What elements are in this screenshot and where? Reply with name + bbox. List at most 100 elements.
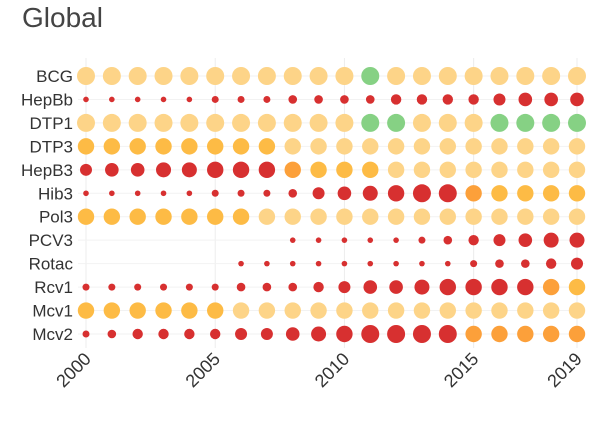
bubble-HepB3-2018 bbox=[542, 161, 560, 179]
bubble-Mcv2-2007 bbox=[260, 328, 273, 340]
bubble-Hib3-2014 bbox=[438, 184, 457, 203]
bubble-HepBb-2019 bbox=[570, 92, 584, 107]
bubble-Hib3-2000 bbox=[83, 190, 89, 197]
bubble-HepBb-2005 bbox=[211, 95, 219, 103]
bubble-Mcv1-2003 bbox=[155, 302, 172, 319]
bubble-DTP1-2010 bbox=[335, 113, 354, 132]
x-tick-label-2005: 2005 bbox=[182, 349, 224, 391]
bubble-DTP1-2003 bbox=[154, 113, 173, 132]
bubble-DTP3-2002 bbox=[129, 138, 146, 155]
bubble-Rcv1-2016 bbox=[491, 278, 508, 296]
bubble-DTP3-2005 bbox=[207, 138, 224, 155]
bubble-PCV3-2017 bbox=[518, 233, 533, 247]
bubble-Rotac-2012 bbox=[393, 260, 399, 267]
bubble-HepBb-2012 bbox=[390, 94, 402, 105]
bubble-Pol3-2001 bbox=[103, 208, 121, 225]
bubble-HepB3-2005 bbox=[207, 161, 224, 179]
bubble-HepB3-2019 bbox=[568, 161, 586, 179]
bubble-Rcv1-2007 bbox=[262, 282, 272, 292]
bubble-Mcv1-2004 bbox=[181, 302, 198, 319]
bubble-PCV3-2016 bbox=[493, 234, 506, 247]
bubble-DTP1-2006 bbox=[232, 113, 251, 132]
bubble-Rotac-2010 bbox=[341, 260, 348, 267]
bubble-Hib3-2013 bbox=[412, 184, 431, 203]
bubble-Hib3-2016 bbox=[491, 185, 508, 202]
bubble-Pol3-2008 bbox=[284, 208, 301, 225]
bubble-Rotac-2013 bbox=[419, 260, 425, 267]
bubble-Mcv2-2017 bbox=[517, 325, 534, 343]
bubble-Mcv2-2003 bbox=[158, 328, 169, 340]
y-tick-label-Mcv1: Mcv1 bbox=[32, 302, 73, 321]
bubble-BCG-2014 bbox=[438, 67, 457, 85]
bubble-Rcv1-2008 bbox=[288, 282, 298, 292]
bubble-Mcv1-2001 bbox=[103, 302, 121, 319]
bubble-DTP1-2009 bbox=[309, 113, 328, 132]
bubble-Mcv1-2005 bbox=[207, 302, 224, 319]
bubble-BCG-2017 bbox=[516, 67, 535, 85]
bubble-Mcv1-2008 bbox=[284, 302, 301, 319]
bubble-Mcv1-2012 bbox=[387, 302, 405, 319]
bubble-DTP3-2001 bbox=[103, 138, 121, 155]
bubble-Mcv1-2007 bbox=[258, 302, 276, 319]
bubble-PCV3-2011 bbox=[367, 237, 374, 243]
bubble-DTP1-2002 bbox=[128, 113, 147, 132]
bubble-Mcv2-2004 bbox=[184, 328, 195, 340]
bubble-DTP1-2005 bbox=[206, 113, 225, 132]
bubble-BCG-2016 bbox=[490, 67, 509, 85]
bubble-Rcv1-2009 bbox=[313, 281, 324, 293]
bubble-HepBb-2014 bbox=[442, 94, 453, 105]
bubble-Rotac-2019 bbox=[571, 257, 583, 270]
bubble-Pol3-2019 bbox=[568, 208, 586, 225]
x-tick-label-2000: 2000 bbox=[52, 349, 94, 391]
bubble-Hib3-2005 bbox=[211, 189, 219, 197]
bubble-Mcv2-2001 bbox=[107, 329, 117, 339]
bubble-PCV3-2015 bbox=[468, 234, 479, 246]
x-tick-label-2019: 2019 bbox=[543, 349, 585, 391]
x-tick-label-2010: 2010 bbox=[311, 349, 353, 391]
bubble-DTP1-2019 bbox=[568, 113, 586, 132]
y-tick-label-Rotac: Rotac bbox=[29, 255, 74, 274]
bubble-Rotac-2006 bbox=[238, 260, 244, 267]
bubble-BCG-2019 bbox=[568, 67, 586, 85]
bubble-DTP3-2017 bbox=[517, 138, 534, 155]
bubble-BCG-2001 bbox=[102, 67, 121, 85]
bubble-Rotac-2016 bbox=[495, 259, 504, 268]
bubble-PCV3-2018 bbox=[543, 232, 559, 248]
bubble-BCG-2005 bbox=[206, 67, 225, 85]
bubble-BCG-2002 bbox=[128, 67, 147, 85]
bubble-BCG-2004 bbox=[180, 67, 199, 85]
bubble-HepBb-2004 bbox=[186, 96, 193, 103]
x-tick-label-2015: 2015 bbox=[440, 349, 482, 391]
bubble-DTP1-2012 bbox=[387, 113, 406, 132]
bubble-BCG-2012 bbox=[387, 67, 406, 85]
bubble-DTP1-2011 bbox=[361, 113, 380, 132]
bubble-Mcv1-2009 bbox=[310, 302, 327, 319]
y-tick-label-Pol3: Pol3 bbox=[39, 208, 73, 227]
bubble-HepBb-2009 bbox=[314, 95, 323, 104]
bubble-Rotac-2007 bbox=[264, 260, 270, 267]
bubble-HepB3-2010 bbox=[336, 161, 353, 179]
y-tick-label-BCG: BCG bbox=[36, 67, 73, 86]
bubble-BCG-2013 bbox=[412, 67, 431, 85]
bubble-HepB3-2012 bbox=[387, 161, 405, 179]
y-tick-label-HepB3: HepB3 bbox=[21, 161, 73, 180]
y-tick-label-DTP1: DTP1 bbox=[30, 114, 73, 133]
bubble-PCV3-2010 bbox=[341, 237, 348, 243]
bubble-Pol3-2018 bbox=[542, 208, 560, 225]
bubble-HepB3-2003 bbox=[156, 162, 172, 178]
bubble-Hib3-2002 bbox=[134, 190, 141, 197]
bubble-Rotac-2017 bbox=[521, 259, 530, 268]
bubble-DTP3-2013 bbox=[413, 138, 431, 155]
bubble-Mcv2-2016 bbox=[491, 325, 508, 343]
bubble-Rotac-2015 bbox=[470, 260, 478, 268]
bubble-PCV3-2008 bbox=[289, 237, 296, 243]
bubble-DTP1-2004 bbox=[180, 113, 199, 132]
bubble-Mcv1-2018 bbox=[542, 302, 560, 319]
bubble-Mcv1-2010 bbox=[336, 302, 353, 319]
y-tick-label-PCV3: PCV3 bbox=[29, 231, 73, 250]
bubble-Rcv1-2005 bbox=[211, 283, 219, 291]
bubble-Pol3-2014 bbox=[439, 208, 456, 225]
y-tick-label-Rcv1: Rcv1 bbox=[34, 278, 73, 297]
bubble-HepB3-2016 bbox=[491, 161, 508, 179]
